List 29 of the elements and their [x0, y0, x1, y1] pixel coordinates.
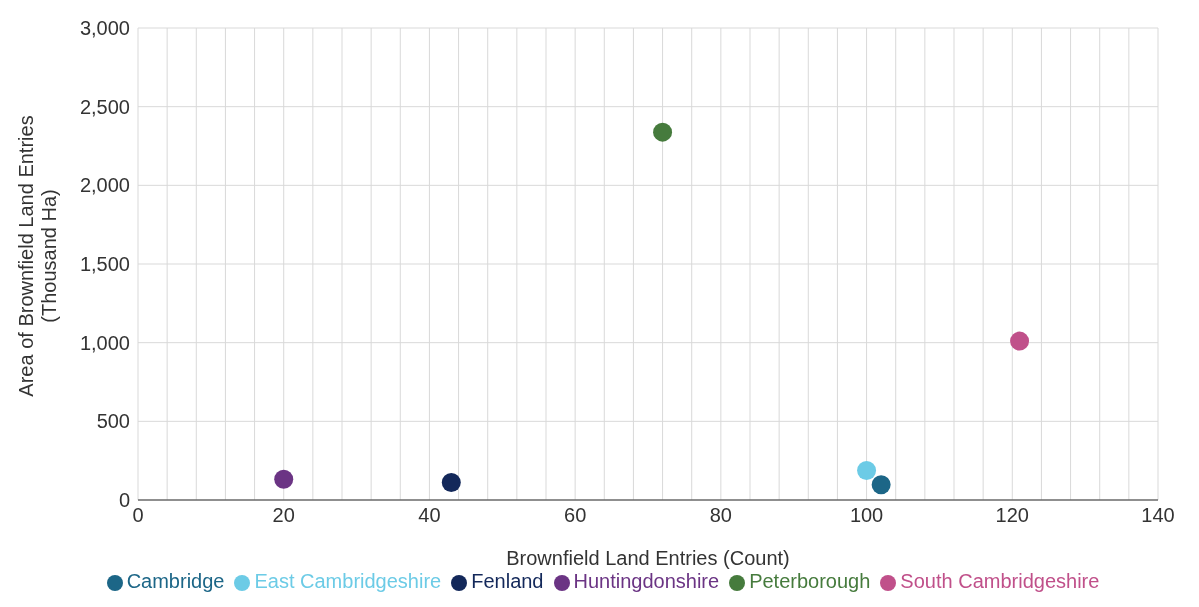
y-tick-label: 500	[96, 410, 130, 433]
y-tick-label: 2,500	[79, 95, 130, 118]
x-tick-label: 80	[709, 504, 732, 527]
legend-label: Cambridge	[126, 570, 225, 592]
x-tick-label: 140	[1141, 504, 1175, 527]
legend-label: Peterborough	[749, 570, 871, 592]
point	[1010, 331, 1030, 351]
y-tick-label: 3,000	[79, 17, 130, 40]
y-axis-title: Area of Brownfield Land Entries (Thousand Ha)	[15, 114, 61, 399]
x-tick-label: 40	[418, 504, 441, 527]
x-tick-label: 20	[272, 504, 295, 527]
legend-label: East Cambridgeshire	[254, 570, 442, 592]
legend-label: Fenland	[471, 570, 544, 592]
x-tick-label: 0	[132, 504, 144, 527]
point	[871, 475, 891, 495]
point	[441, 473, 461, 493]
y-tick-label: 0	[118, 489, 130, 512]
legend-label: Huntingdonshire	[573, 570, 720, 592]
x-tick-label: 100	[849, 504, 884, 527]
legend-label: South Cambridgeshire	[900, 570, 1100, 592]
x-axis-title: Brownfield Land Entries (Count)	[506, 547, 790, 569]
point	[274, 469, 294, 489]
point	[653, 122, 673, 142]
y-tick-label: 1,500	[79, 253, 130, 276]
x-tick-label: 60	[564, 504, 587, 527]
x-tick-label: 120	[995, 504, 1029, 527]
point	[857, 460, 877, 480]
y-tick-label: 1,000	[79, 331, 130, 354]
y-tick-label: 2,000	[79, 174, 130, 197]
